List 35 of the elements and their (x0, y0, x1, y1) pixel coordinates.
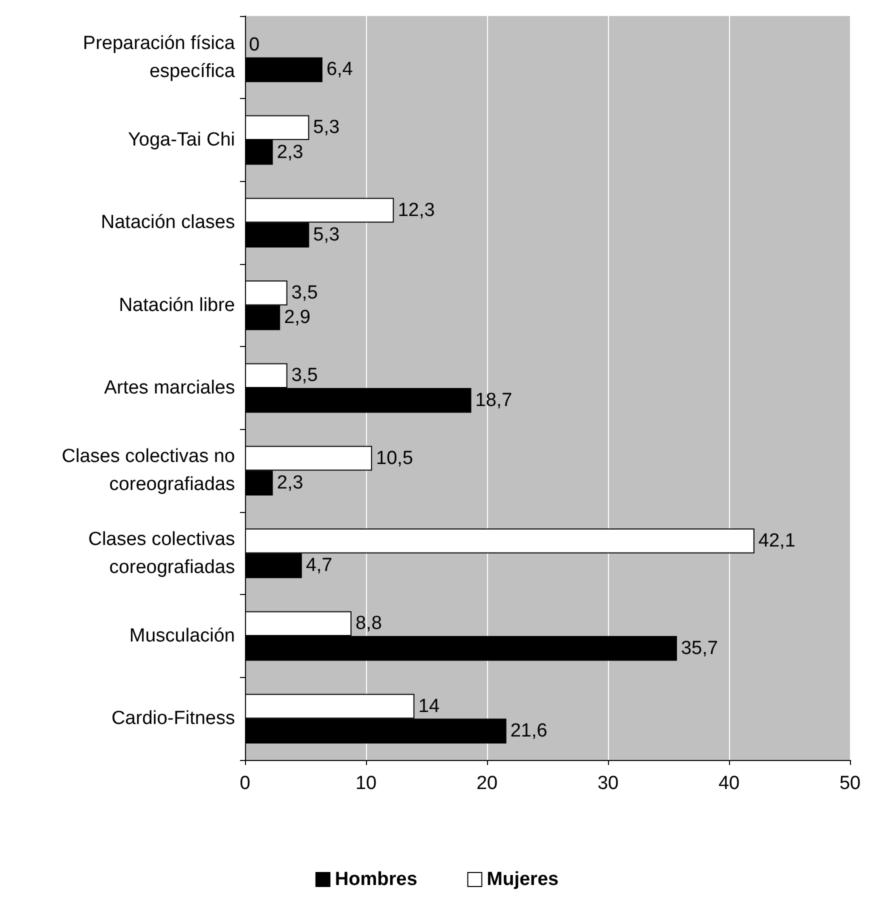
data-label: 5,3 (313, 224, 340, 246)
data-label: 18,7 (475, 390, 512, 411)
data-label: 2,3 (276, 472, 304, 494)
legend-label: Hombres (334, 869, 418, 890)
data-label: 35,7 (680, 638, 718, 659)
data-label: 42,1 (758, 530, 796, 552)
y-tick-label: Natación libre (118, 294, 235, 316)
y-tick-label: Cardio-Fitness (111, 708, 235, 730)
data-label: 5,3 (313, 117, 340, 138)
x-tick-label: 10 (355, 773, 377, 794)
data-label: 10,5 (376, 448, 414, 469)
data-label: 21,6 (510, 720, 548, 742)
y-tick-label: Clases colectivas no coreografiadas (62, 446, 235, 496)
data-label: 2,9 (284, 307, 311, 328)
data-label: 14 (418, 696, 440, 717)
data-label: 3,5 (291, 365, 318, 386)
y-tick-label: Musculación (129, 626, 235, 646)
x-tick-label: 30 (597, 773, 619, 794)
legend-label: Mujeres (486, 869, 559, 890)
x-tick-label: 40 (718, 773, 740, 794)
data-label: 6,4 (326, 59, 354, 80)
data-label: 3,5 (291, 282, 318, 304)
x-tick-label: 20 (476, 773, 498, 794)
y-tick-label: Yoga-Tai Chi (128, 130, 235, 150)
data-label: 0 (249, 34, 260, 56)
y-tick-label: Natación clases (100, 212, 235, 234)
x-tick-label: 0 (240, 773, 250, 794)
y-tick-label: Preparación física específica (82, 32, 236, 82)
data-label: 12,3 (398, 200, 435, 221)
x-tick-label: 50 (839, 773, 861, 794)
data-label: 4,7 (306, 555, 332, 576)
y-tick-label: Clases colectivas coreografiadas (88, 528, 235, 578)
data-label: 2,3 (276, 142, 304, 163)
y-tick-label: Artes marciales (104, 378, 235, 398)
data-label: 8,8 (355, 613, 382, 634)
